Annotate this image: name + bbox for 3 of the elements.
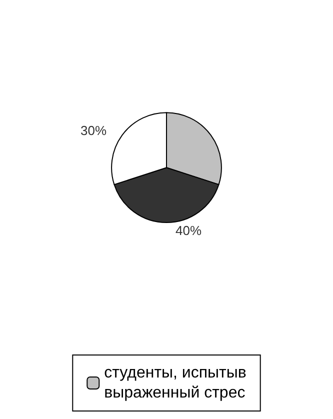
data-label: 40%: [176, 223, 202, 238]
legend-label: студенты, испытыв выраженный стрес: [104, 364, 246, 402]
data-label: 30%: [80, 123, 108, 138]
